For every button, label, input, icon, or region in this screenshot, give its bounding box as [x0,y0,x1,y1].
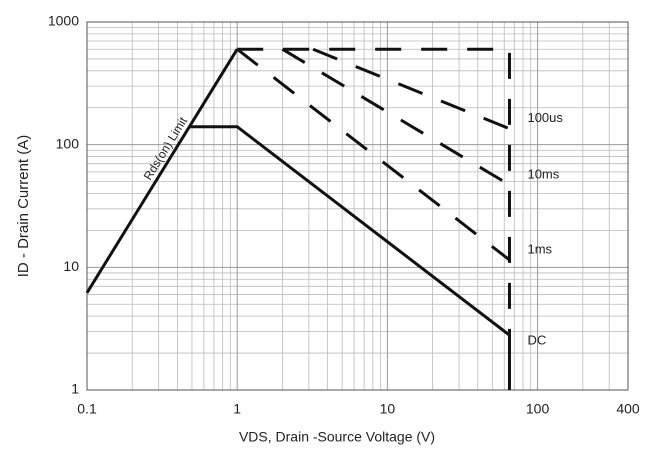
series-label: 1ms [527,241,552,256]
series-line [85,48,239,294]
series-label: 10ms [527,166,559,181]
y-tick-label: 100 [56,135,80,151]
series-line [312,47,511,131]
series-label: 100us [527,110,563,125]
series-line [189,125,511,390]
series-label: DC [527,333,546,348]
x-tick-label: 400 [616,401,640,417]
x-tick-label: 0.1 [77,401,97,417]
x-tick-label: 10 [380,401,396,417]
series-line [237,47,511,336]
y-tick-label: 10 [63,258,79,274]
plot-frame [86,21,629,391]
x-tick-label: 100 [526,401,550,417]
series-label: Rds(on) Limit [141,114,191,183]
y-tick-label: 1 [71,381,79,397]
y-tick-label: 1000 [48,13,79,29]
x-tick-label: 1 [233,401,241,417]
x-axis-label: VDS, Drain -Source Voltage (V) [239,429,435,445]
series-line [236,48,511,262]
y-axis-label: ID - Drain Current (A) [15,135,32,278]
series-line [281,47,511,187]
